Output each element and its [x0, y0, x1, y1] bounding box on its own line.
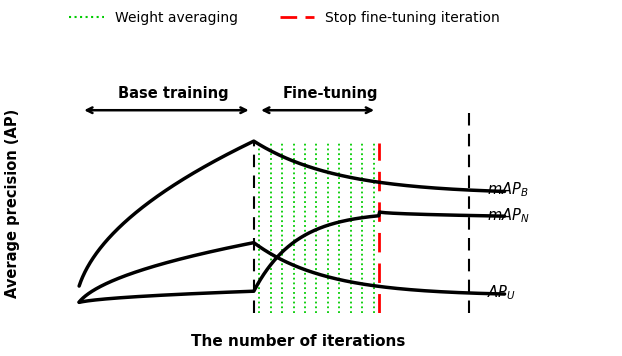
Legend: Weight averaging, Stop fine-tuning iteration: Weight averaging, Stop fine-tuning itera… [69, 11, 500, 25]
Text: The number of iterations: The number of iterations [192, 334, 406, 349]
Text: Average precision (AP): Average precision (AP) [5, 108, 20, 298]
Text: Base training: Base training [118, 87, 228, 101]
Text: $AP_U$: $AP_U$ [486, 284, 516, 302]
Text: $mAP_N$: $mAP_N$ [486, 206, 529, 225]
Text: $mAP_B$: $mAP_B$ [486, 181, 528, 199]
Text: Fine-tuning: Fine-tuning [282, 87, 378, 101]
